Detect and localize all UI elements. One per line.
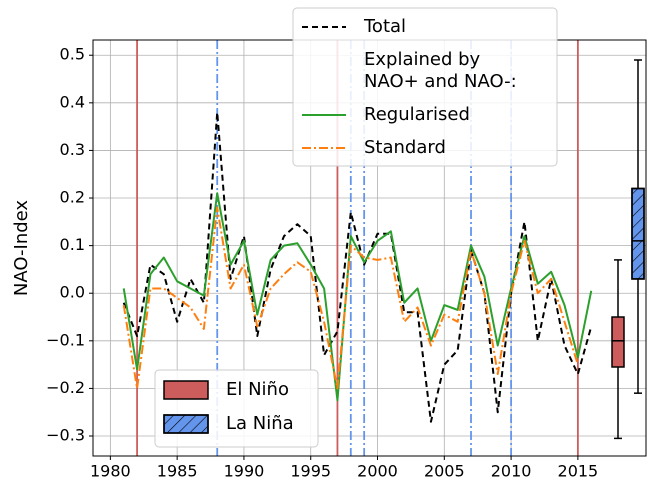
y-tick-label: 0.1 <box>60 235 85 254</box>
series-line <box>122 192 593 402</box>
box <box>611 316 625 368</box>
x-tick-label: 1995 <box>290 462 331 481</box>
y-tick-label: 0.2 <box>60 188 85 207</box>
legend-label: Total <box>363 16 406 37</box>
y-tick-label: −0.3 <box>46 426 85 445</box>
y-tick-label: 0.5 <box>60 45 85 64</box>
y-tick-label: 0.3 <box>60 140 85 159</box>
legend-heading: Explained by NAO+ and NAO-: <box>364 49 517 92</box>
legend: Total Explained by NAO+ and NAO-: Regularis… <box>154 7 558 448</box>
y-tick-label: 0.0 <box>60 283 85 302</box>
x-tick-label: 1985 <box>157 462 198 481</box>
y-axis-label: NAO-Index <box>11 200 32 297</box>
x-tick-label: 1990 <box>224 462 265 481</box>
legend-swatch <box>163 380 209 400</box>
y-tick-label: −0.2 <box>46 378 85 397</box>
x-tick-label: 2005 <box>424 462 465 481</box>
legend-label: Regularised <box>364 104 470 125</box>
legend-swatch-hatch <box>163 414 209 434</box>
series-line <box>122 206 579 390</box>
x-tick-label: 2015 <box>558 462 599 481</box>
plot-area <box>122 40 645 456</box>
legend-label: Standard <box>364 137 446 158</box>
legend-label: La Niña <box>226 413 294 434</box>
y-tick-label: 0.4 <box>60 92 85 111</box>
series-line <box>122 111 593 423</box>
legend-label: El Niño <box>226 379 289 400</box>
x-tick-label: 1980 <box>90 462 131 481</box>
x-tick-label: 2000 <box>357 462 398 481</box>
box-hatch <box>631 187 645 280</box>
x-tick-label: 2010 <box>491 462 532 481</box>
y-tick-label: −0.1 <box>46 330 85 349</box>
legend-frame <box>292 7 558 167</box>
